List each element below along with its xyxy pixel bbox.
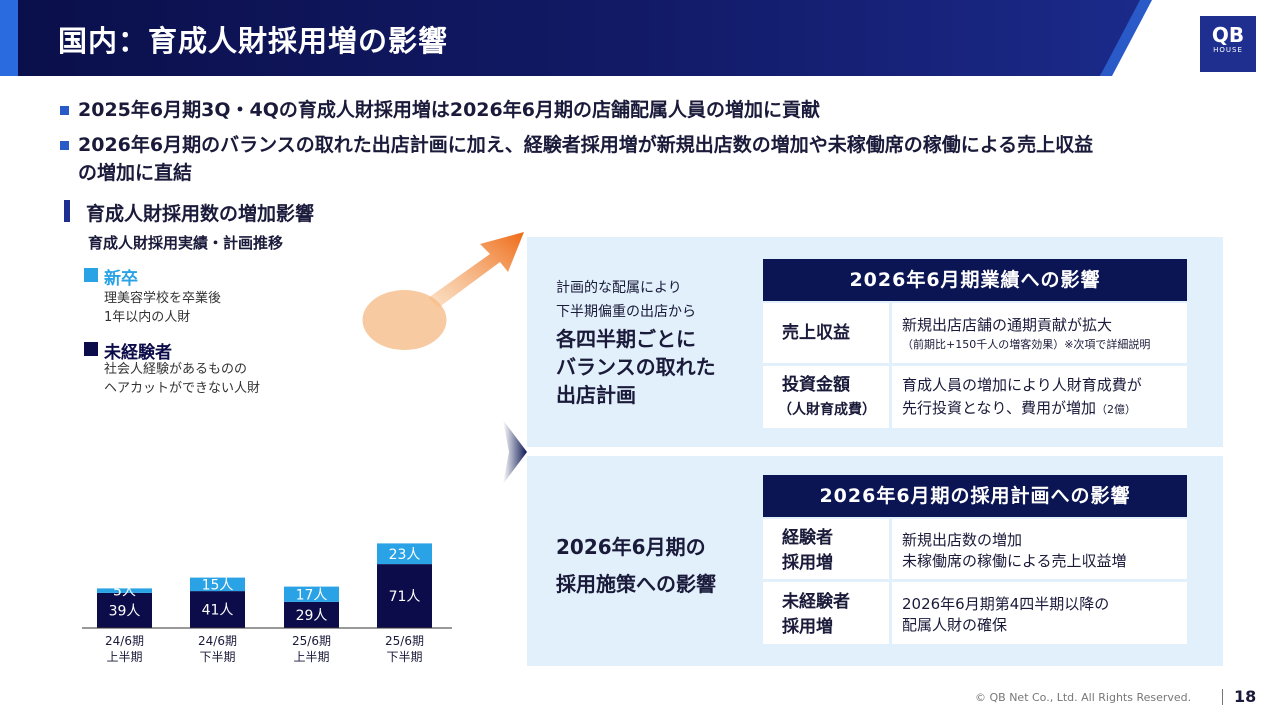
upper-row2-desc-1: 育成人員の増加により人財育成費が <box>902 376 1142 394</box>
legend-new-grad-desc-2: 1年以内の人財 <box>104 310 191 325</box>
upper-row2-label-cell <box>763 366 889 428</box>
x-tick-label: 25/6期 <box>292 634 331 648</box>
legend-inexperienced-desc-1: 社会人経験があるものの <box>104 362 248 377</box>
x-tick-label: 下半期 <box>199 650 235 664</box>
logo-sub-text: HOUSE <box>1213 46 1243 54</box>
page-title: 国内：育成人財採用増の影響 <box>58 24 449 58</box>
upper-row2-desc-2: 先行投資となり、費用が増加（2億） <box>902 397 1136 421</box>
lower-table-title: 2026年6月期の採用計画への影響 <box>763 475 1187 517</box>
x-tick-label: 下半期 <box>386 650 422 664</box>
bar-inexperienced <box>284 601 339 628</box>
qb-house-logo: QB HOUSE <box>1200 16 1256 72</box>
section-marker <box>64 200 70 222</box>
lower-row1-label-cell <box>763 519 889 579</box>
x-tick-label: 24/6期 <box>198 634 237 648</box>
callout-arrow-icon <box>428 232 524 308</box>
upper-row1-desc-cell <box>892 303 1187 363</box>
upper-row1-desc-2: （前期比+150千人の増客効果）※次項で詳細説明 <box>902 338 1151 351</box>
section-title: 育成人財採用数の増加影響 <box>86 203 315 225</box>
legend-new-grad-label: 新卒 <box>104 269 138 289</box>
bar-value-label: 39人 <box>109 603 141 619</box>
lower-row2-label-2: 採用増 <box>782 617 833 637</box>
highlight-glow <box>362 290 447 350</box>
legend-new-grad-swatch <box>84 268 98 282</box>
chevron-right-icon <box>503 420 527 484</box>
upper-small-line-1: 計画的な配属により <box>556 280 682 296</box>
upper-row2-desc-cell <box>892 366 1187 428</box>
upper-row1-desc-1: 新規出店店舗の通期貢献が拡大 <box>902 316 1113 334</box>
upper-row2-desc-2-text: 先行投資となり、費用が増加 <box>902 399 1096 417</box>
lower-row1-desc-cell <box>892 519 1187 579</box>
upper-big-line-3: 出店計画 <box>556 383 636 407</box>
upper-big-line-2: バランスの取れた <box>556 355 716 379</box>
x-tick-label: 上半期 <box>293 650 329 664</box>
upper-row2-desc-2-note: （2億） <box>1095 403 1136 416</box>
footer-divider <box>1222 689 1223 705</box>
lower-row2-desc-1: 2026年6月期第4四半期以降の <box>902 595 1110 613</box>
copyright: © QB Net Co., Ltd. All Rights Reserved. <box>975 691 1192 704</box>
logo-main-text: QB <box>1211 23 1245 47</box>
bar-value-label: 5人 <box>113 584 136 600</box>
bar-new-grad <box>190 577 245 592</box>
x-tick-label: 24/6期 <box>105 634 144 648</box>
bar-value-label: 71人 <box>389 589 421 605</box>
bar-new-grad <box>284 586 339 602</box>
upper-big-line-1: 各四半期ごとに <box>556 327 696 351</box>
legend-inexperienced-label: 未経験者 <box>104 343 172 363</box>
bar-value-label: 23人 <box>389 547 421 563</box>
bullet-square-icon <box>60 141 69 150</box>
bullet-2: 2026年6月期のバランスの取れた出店計画に加え、経験者採用増が新規出店数の増加… <box>78 134 1094 156</box>
lower-row1-desc-1: 新規出店数の増加 <box>902 531 1023 549</box>
page-number: 18 <box>1234 687 1257 706</box>
bullet-1: 2025年6月期3Q・4Qの育成人財採用増は2026年6月期の店舗配属人員の増加… <box>78 99 820 121</box>
lower-big-line-1: 2026年6月期の <box>556 535 706 559</box>
legend-inexperienced-desc-2: ヘアカットができない人財 <box>104 381 261 396</box>
lower-row2-label-cell <box>763 582 889 644</box>
upper-row2-label-1: 投資金額 <box>782 375 850 395</box>
section-subtitle: 育成人財採用実績・計画推移 <box>88 234 284 252</box>
header: 国内：育成人財採用増の影響 QB HOUSE <box>0 0 1280 76</box>
bar-value-label: 41人 <box>202 603 234 619</box>
x-tick-label: 上半期 <box>106 650 142 664</box>
lower-row2-desc-cell <box>892 582 1187 644</box>
lower-row1-label-2: 採用増 <box>782 553 833 573</box>
legend-new-grad-desc-1: 理美容学校を卒業後 <box>104 291 222 306</box>
lower-row1-desc-2: 未稼働席の稼働による売上収益増 <box>902 552 1127 570</box>
upper-row1-label-cell <box>763 303 889 363</box>
lower-row2-label-1: 未経験者 <box>782 592 850 612</box>
x-tick-label: 25/6期 <box>385 634 424 648</box>
bar-new-grad <box>97 588 152 593</box>
bar-new-grad <box>377 543 432 565</box>
bullet-square-icon <box>60 106 69 115</box>
header-bar <box>0 0 1145 76</box>
bar-inexperienced <box>190 591 245 628</box>
upper-row1-label: 売上収益 <box>782 323 850 343</box>
bar-value-label: 15人 <box>202 577 234 593</box>
upper-small-line-2: 下半期偏重の出店から <box>556 304 696 320</box>
upper-table-title: 2026年6月期業績への影響 <box>763 259 1187 301</box>
bar-value-label: 17人 <box>296 587 328 603</box>
legend-inexperienced-swatch <box>84 342 98 356</box>
lower-big-line-2: 採用施策への影響 <box>556 572 716 596</box>
lower-row2-desc-2: 配属人財の確保 <box>902 616 1008 634</box>
bullet-2-continued: の増加に直結 <box>78 162 193 184</box>
lower-row1-label-1: 経験者 <box>782 528 833 548</box>
bar-inexperienced <box>377 564 432 628</box>
bar-inexperienced <box>97 592 152 628</box>
header-left-strip <box>0 0 18 76</box>
upper-row2-label-2: （人財育成費） <box>778 402 876 418</box>
bar-value-label: 29人 <box>296 608 328 624</box>
